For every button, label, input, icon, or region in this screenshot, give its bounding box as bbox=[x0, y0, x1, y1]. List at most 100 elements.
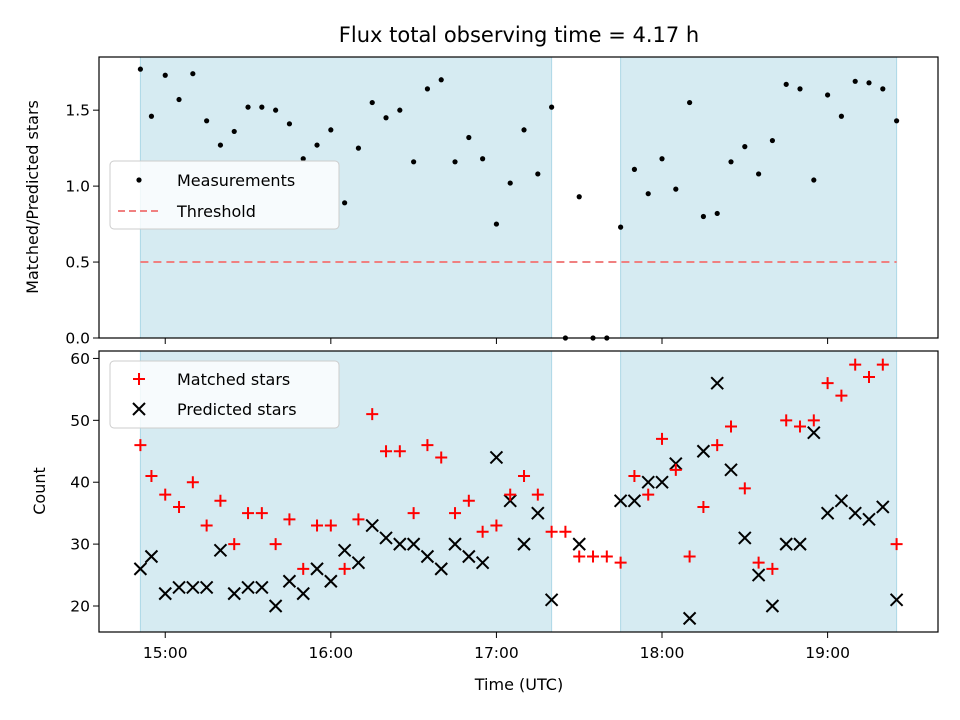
predicted-stars-point bbox=[503, 494, 517, 508]
y-tick-label: 60 bbox=[70, 350, 90, 368]
measurements-legend-marker bbox=[136, 177, 142, 183]
y-tick-label: 0.0 bbox=[65, 330, 90, 348]
measurement-point bbox=[742, 144, 748, 150]
measurement-point bbox=[894, 118, 900, 124]
matched-legend-marker bbox=[133, 373, 145, 385]
y-tick-label: 30 bbox=[70, 536, 90, 554]
matched-stars-point bbox=[393, 445, 406, 458]
measurement-point bbox=[769, 137, 776, 144]
measurement-point bbox=[825, 92, 831, 98]
matched-stars-point bbox=[587, 550, 600, 563]
measurement-point bbox=[424, 86, 431, 92]
top-legend: Measurements Threshold bbox=[109, 160, 340, 230]
predicted-stars-point bbox=[751, 568, 766, 582]
matched-stars-point bbox=[435, 451, 448, 464]
matched-stars-point bbox=[752, 556, 765, 569]
matched-stars-point bbox=[711, 439, 724, 452]
measurement-point bbox=[466, 134, 472, 141]
legend-measurements: Measurements bbox=[177, 171, 295, 190]
matched-stars-point bbox=[669, 463, 682, 476]
predicted-stars-point bbox=[710, 376, 724, 390]
measurement-point bbox=[342, 200, 348, 206]
top-legend-box bbox=[109, 160, 340, 230]
measurement-point bbox=[259, 104, 265, 110]
predicted-stars-point bbox=[324, 574, 338, 588]
predicted-stars-point bbox=[172, 580, 186, 595]
predicted-stars-point bbox=[627, 494, 642, 508]
matched-stars-point bbox=[725, 420, 738, 433]
predicted-stars-point bbox=[337, 543, 352, 558]
measurement-point bbox=[397, 107, 403, 113]
y-tick-label: 40 bbox=[70, 474, 90, 492]
matched-stars-point bbox=[890, 538, 903, 551]
predicted-stars-point bbox=[544, 593, 559, 607]
matched-stars-point bbox=[352, 513, 365, 526]
predicted-stars-point bbox=[682, 611, 697, 626]
measurement-point bbox=[493, 221, 500, 227]
measurement-point bbox=[162, 72, 168, 78]
matched-stars-point bbox=[863, 370, 876, 383]
predicted-stars-point bbox=[379, 531, 393, 545]
bottom-panel-frame bbox=[98, 350, 939, 633]
top-panel: 0.0 0.5 1.0 1.5 Matched/Predicted stars Mea… bbox=[23, 56, 939, 348]
measurement-point bbox=[783, 81, 789, 87]
measurement-points bbox=[137, 66, 900, 341]
x-tick-label: 16:00 bbox=[308, 644, 353, 662]
predicted-stars-point bbox=[889, 593, 904, 607]
matched-stars-point bbox=[780, 414, 793, 427]
matched-stars-point bbox=[186, 476, 199, 489]
matched-stars-point bbox=[573, 550, 586, 563]
predicted-stars-point bbox=[641, 475, 655, 489]
matched-stars-point bbox=[849, 358, 862, 371]
matched-stars-point bbox=[421, 439, 434, 452]
measurement-point bbox=[797, 86, 803, 92]
matched-stars-point bbox=[794, 420, 807, 433]
measurement-point bbox=[204, 118, 210, 124]
matched-stars-point bbox=[200, 519, 213, 532]
predicted-stars-point bbox=[531, 506, 545, 520]
bottom-y-axis-label: Count bbox=[30, 467, 49, 515]
measurement-point bbox=[438, 77, 444, 83]
matched-stars-point bbox=[338, 562, 351, 575]
predicted-stars-point bbox=[213, 543, 228, 558]
top-x-ticks bbox=[164, 338, 829, 344]
measurement-point bbox=[300, 156, 306, 162]
bottom-y-ticks: 20 30 40 50 60 bbox=[70, 350, 99, 616]
matched-stars-point bbox=[504, 488, 517, 501]
legend-matched-stars: Matched stars bbox=[177, 370, 290, 389]
legend-predicted-stars: Predicted stars bbox=[177, 400, 297, 419]
measurement-point bbox=[756, 171, 762, 177]
matched-stars-point bbox=[297, 562, 310, 575]
matched-stars-point bbox=[366, 408, 379, 421]
predicted-stars-point bbox=[144, 549, 159, 564]
measurement-point bbox=[383, 115, 389, 121]
matched-stars-point bbox=[821, 377, 834, 390]
matched-stars-point bbox=[283, 513, 296, 526]
matched-stars-point bbox=[134, 439, 147, 452]
bottom-x-ticks: 15:00 16:00 17:00 18:00 19:00 bbox=[143, 632, 850, 662]
matched-stars-point bbox=[242, 507, 255, 520]
matched-stars-point bbox=[559, 525, 572, 538]
measurement-point bbox=[549, 104, 555, 110]
measurement-point bbox=[700, 213, 707, 220]
matched-stars-point bbox=[311, 519, 324, 532]
measurement-point bbox=[866, 80, 872, 86]
measurement-point bbox=[535, 171, 541, 177]
predicted-stars-point bbox=[199, 580, 214, 595]
matched-stars-point bbox=[449, 507, 462, 520]
matched-stars-point bbox=[518, 470, 531, 483]
measurement-point bbox=[645, 191, 651, 197]
matched-stars-point bbox=[766, 562, 779, 575]
measurement-point bbox=[880, 86, 886, 92]
predicted-stars-point bbox=[351, 555, 366, 570]
matched-stars-point bbox=[697, 500, 710, 513]
top-shaded-regions bbox=[139, 56, 898, 339]
matched-stars-point bbox=[807, 414, 820, 427]
predicted-stars-point bbox=[669, 456, 683, 471]
measurement-point bbox=[659, 156, 665, 162]
predicted-stars-point bbox=[448, 537, 462, 551]
top-y-axis-label: Matched/Predicted stars bbox=[23, 100, 42, 294]
predicted-stars-point bbox=[393, 537, 407, 551]
predicted-stars-point bbox=[834, 494, 849, 508]
